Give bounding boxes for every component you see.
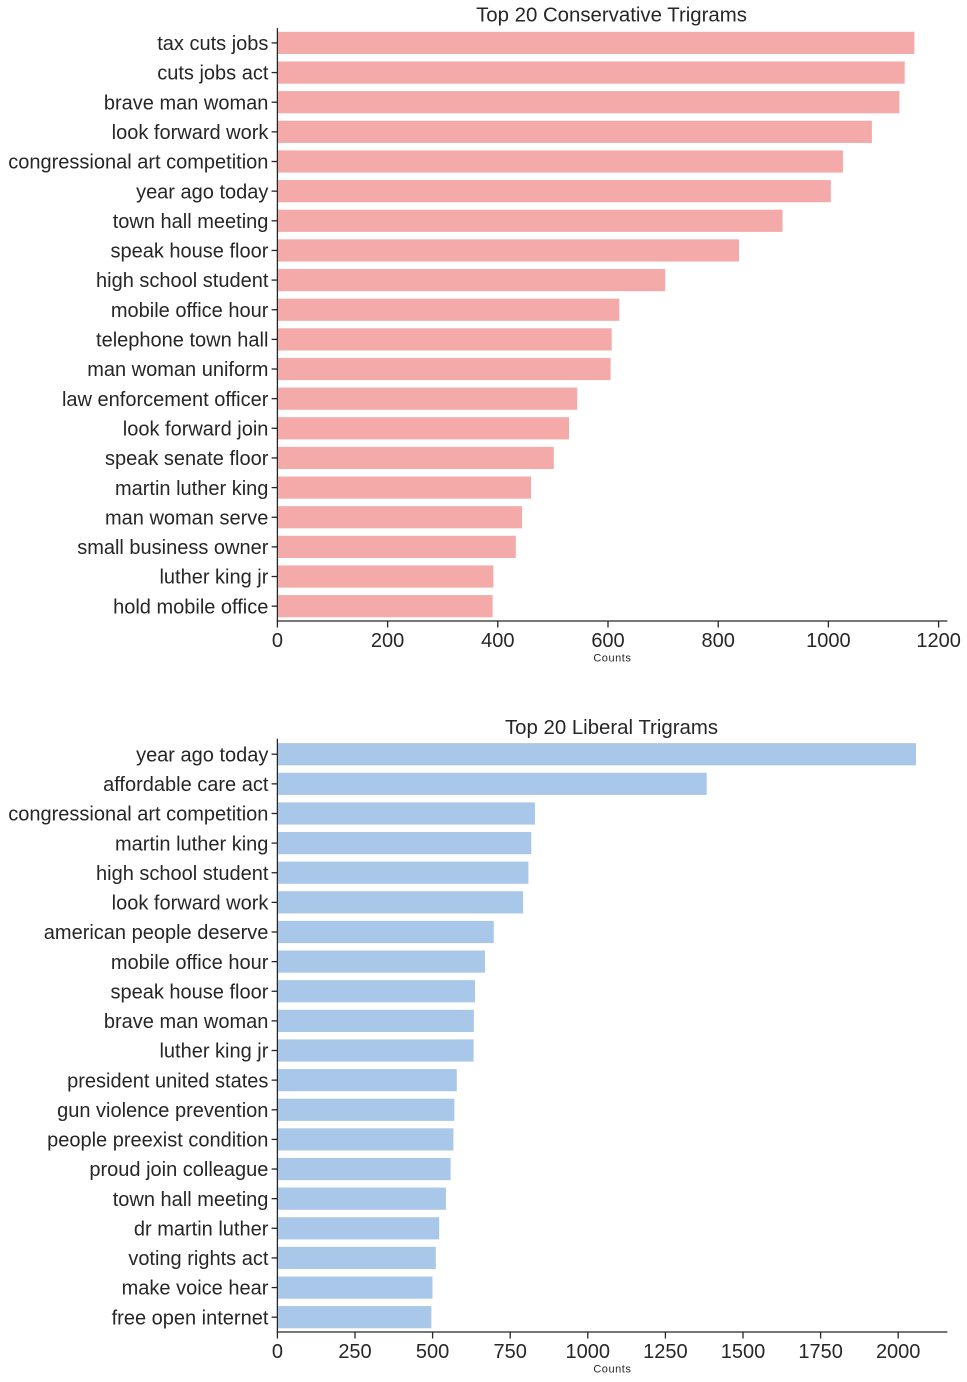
svg-text:look forward join: look forward join: [123, 418, 269, 440]
svg-text:high school student: high school student: [96, 270, 269, 292]
svg-text:look forward work: look forward work: [112, 893, 270, 915]
svg-text:law enforcement officer: law enforcement officer: [62, 389, 269, 411]
svg-text:1500: 1500: [721, 1341, 766, 1363]
svg-text:1750: 1750: [798, 1341, 843, 1363]
svg-text:speak senate floor: speak senate floor: [105, 448, 269, 470]
svg-text:800: 800: [702, 630, 735, 652]
svg-text:2000: 2000: [876, 1341, 921, 1363]
svg-text:congressional art competition: congressional art competition: [8, 804, 268, 826]
svg-text:0: 0: [272, 1341, 283, 1363]
svg-text:american people deserve: american people deserve: [44, 922, 269, 944]
svg-text:mobile office hour: mobile office hour: [111, 300, 269, 322]
svg-text:people preexist condition: people preexist condition: [47, 1130, 268, 1152]
svg-text:200: 200: [371, 630, 404, 652]
svg-text:town hall meeting: town hall meeting: [113, 211, 269, 233]
svg-text:make voice hear: make voice hear: [122, 1278, 269, 1300]
svg-text:martin luther king: martin luther king: [115, 478, 268, 500]
svg-text:250: 250: [338, 1341, 371, 1363]
svg-text:mobile office hour: mobile office hour: [111, 952, 269, 974]
svg-text:proud join colleague: proud join colleague: [89, 1159, 268, 1181]
svg-text:brave man woman: brave man woman: [104, 92, 269, 114]
svg-text:affordable care act: affordable care act: [103, 774, 269, 796]
svg-text:cuts jobs act: cuts jobs act: [157, 63, 269, 85]
svg-text:1200: 1200: [916, 630, 961, 652]
svg-text:town hall meeting: town hall meeting: [113, 1189, 269, 1211]
svg-text:0: 0: [272, 630, 283, 652]
svg-text:speak house floor: speak house floor: [111, 981, 269, 1003]
svg-text:1000: 1000: [566, 1341, 611, 1363]
svg-text:martin luther king: martin luther king: [115, 833, 268, 855]
svg-text:president united states: president united states: [67, 1070, 268, 1092]
svg-text:luther king jr: luther king jr: [159, 567, 268, 589]
svg-text:Counts: Counts: [593, 1364, 631, 1376]
svg-text:brave man woman: brave man woman: [104, 1011, 269, 1033]
svg-text:1000: 1000: [806, 630, 851, 652]
svg-text:high school student: high school student: [96, 863, 269, 885]
svg-text:telephone town hall: telephone town hall: [96, 330, 268, 352]
svg-text:congressional art competition: congressional art competition: [8, 152, 268, 174]
svg-text:750: 750: [494, 1341, 527, 1363]
svg-text:man woman serve: man woman serve: [105, 507, 268, 529]
svg-text:year ago today: year ago today: [136, 744, 268, 766]
svg-text:gun violence prevention: gun violence prevention: [57, 1100, 268, 1122]
svg-text:speak house floor: speak house floor: [111, 241, 269, 263]
svg-text:500: 500: [416, 1341, 449, 1363]
svg-text:free open internet: free open internet: [112, 1307, 269, 1329]
svg-text:400: 400: [481, 630, 514, 652]
svg-text:man woman uniform: man woman uniform: [87, 359, 268, 381]
svg-text:600: 600: [591, 630, 624, 652]
svg-text:Top 20 Conservative Trigrams: Top 20 Conservative Trigrams: [476, 5, 747, 27]
svg-text:hold mobile office: hold mobile office: [113, 596, 268, 618]
svg-text:look forward work: look forward work: [112, 122, 270, 144]
svg-text:tax cuts jobs: tax cuts jobs: [157, 33, 268, 55]
svg-text:1250: 1250: [643, 1341, 688, 1363]
svg-text:dr martin luther: dr martin luther: [134, 1218, 269, 1240]
svg-text:year ago today: year ago today: [136, 181, 268, 203]
svg-text:Top 20 Liberal Trigrams: Top 20 Liberal Trigrams: [505, 717, 718, 739]
svg-text:Counts: Counts: [593, 653, 631, 665]
svg-text:luther king jr: luther king jr: [159, 1041, 268, 1063]
svg-text:small business owner: small business owner: [77, 537, 269, 559]
svg-text:voting rights act: voting rights act: [128, 1248, 269, 1270]
